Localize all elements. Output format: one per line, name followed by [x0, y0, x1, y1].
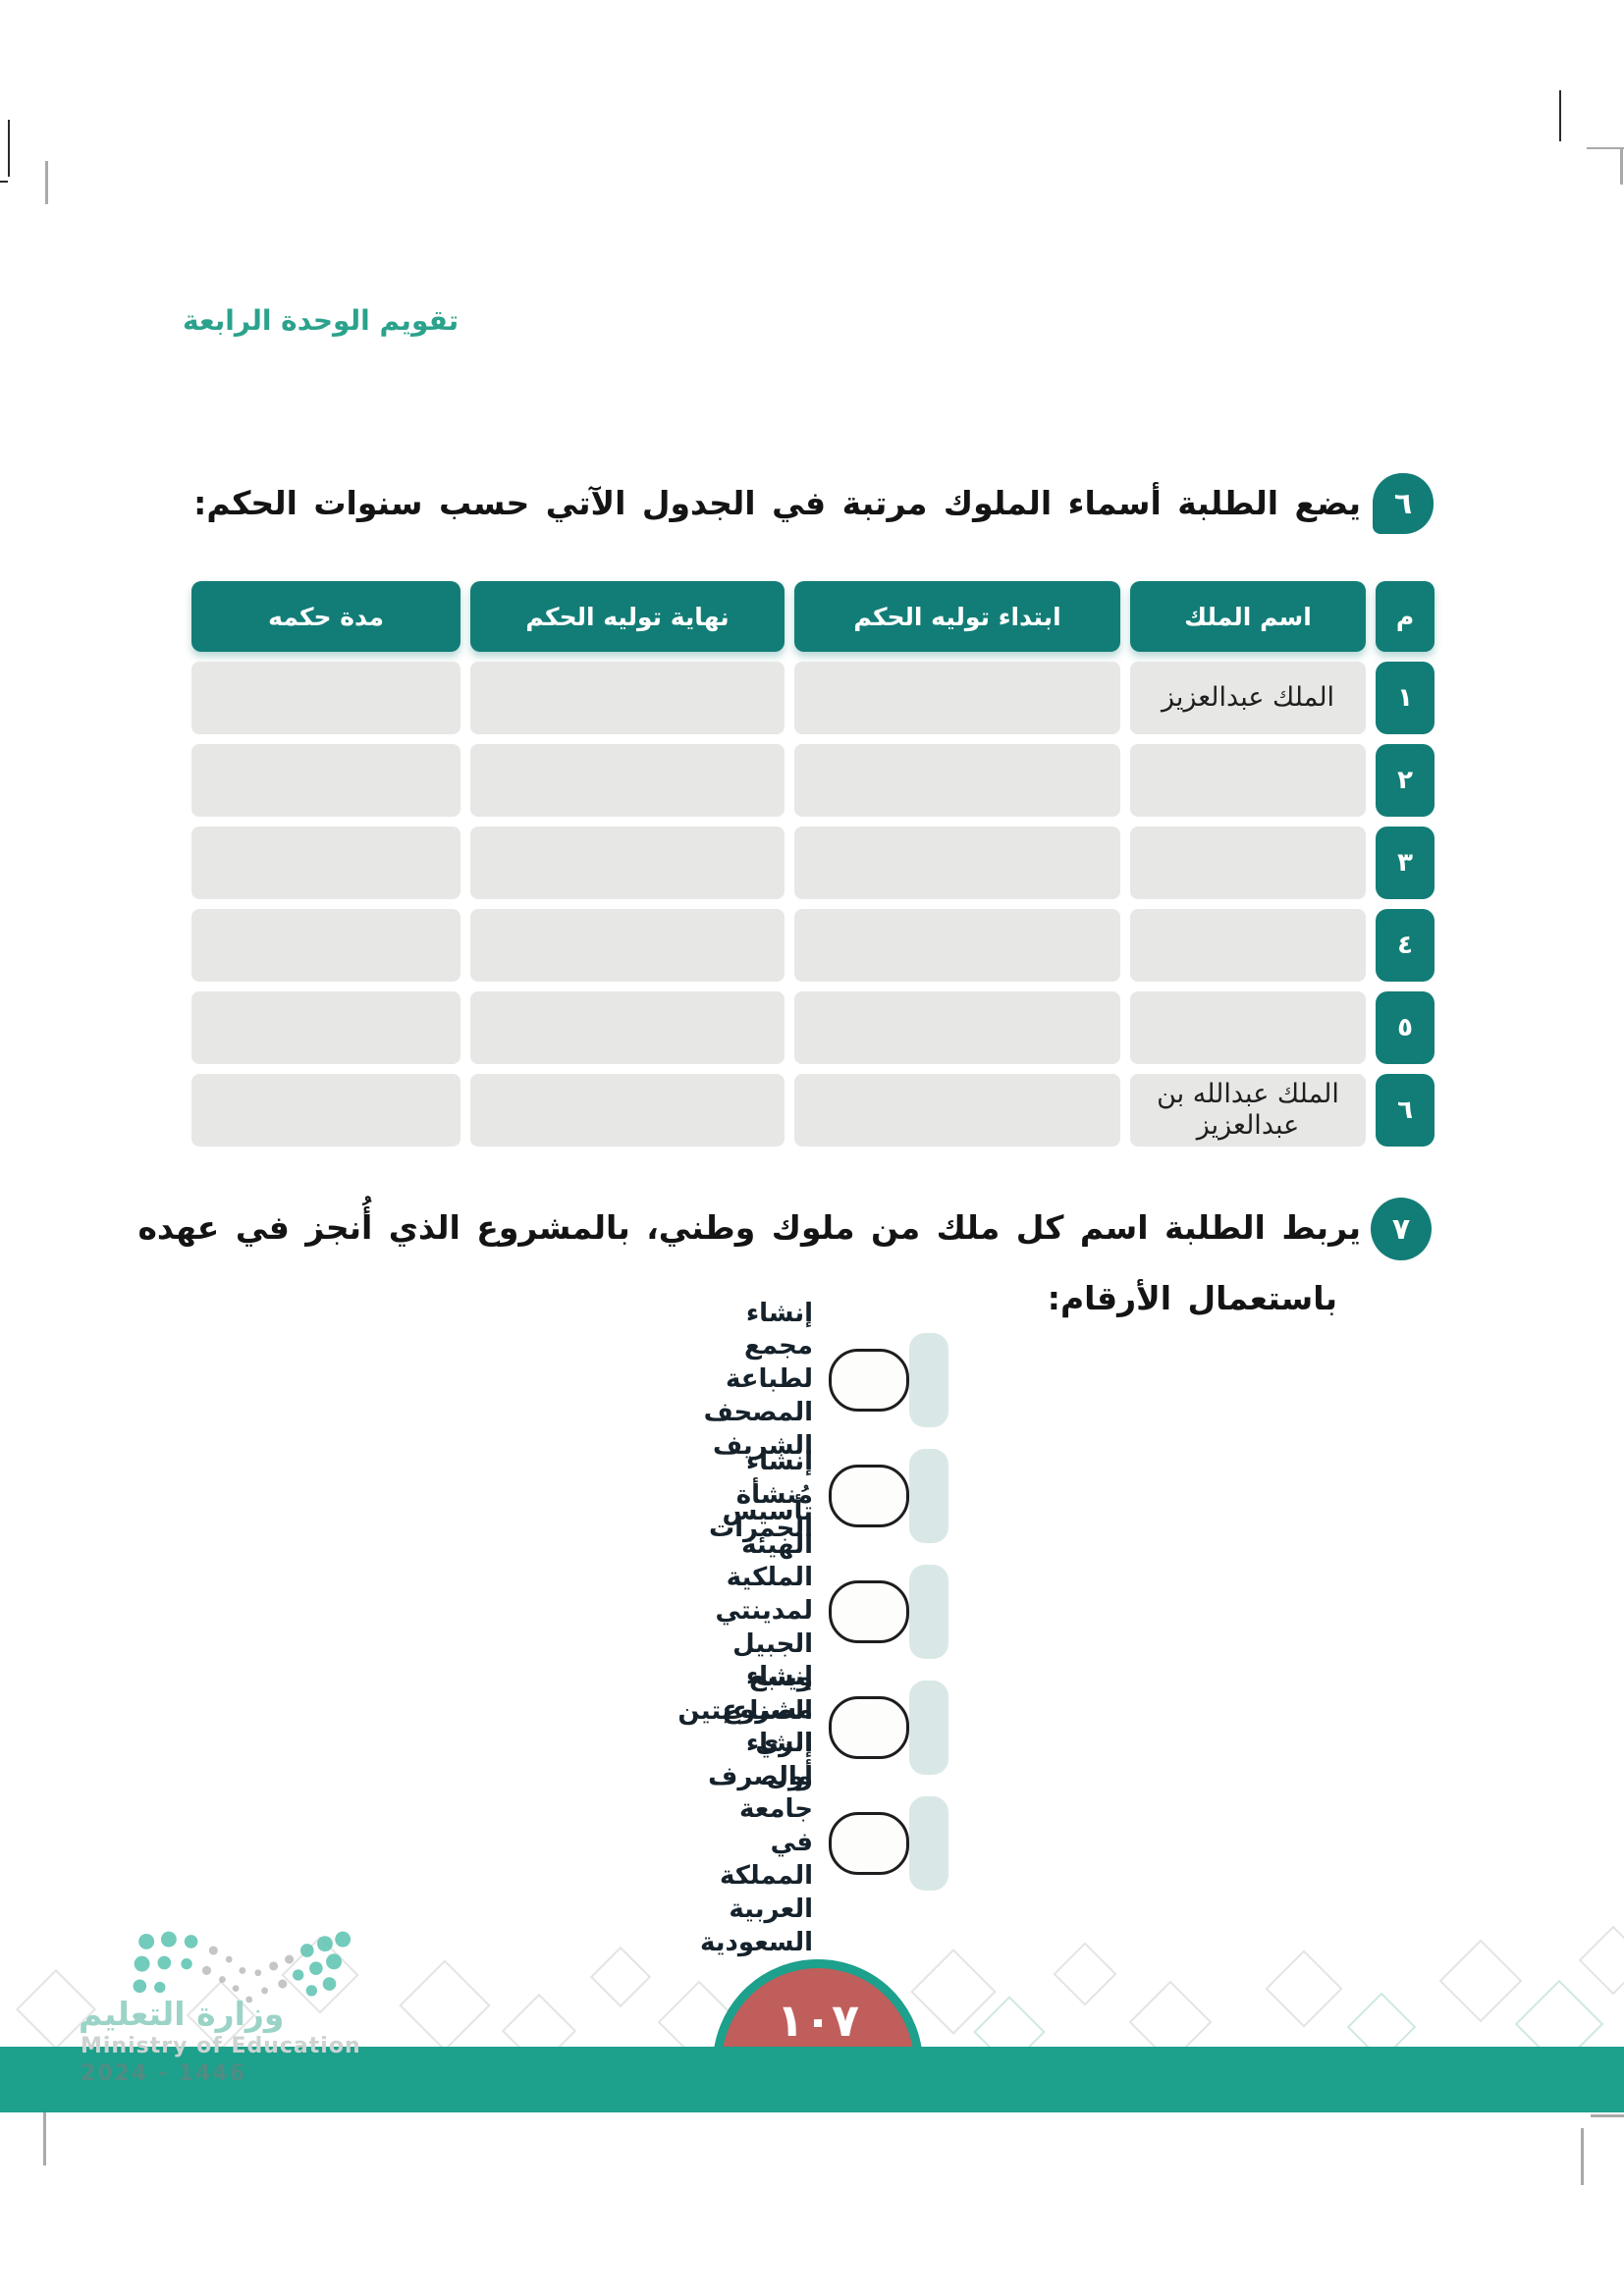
king-name-cell[interactable]: الملك عبدالله بن عبدالعزيز	[1130, 1074, 1366, 1147]
project-label: إنشاء مجمع لطباعة المصحف الشريف	[703, 1298, 813, 1461]
project-item-1: إنشاء مجمع لطباعة المصحف الشريف	[704, 1299, 948, 1461]
table-header-row: م اسم الملك ابتداء توليه الحكم نهاية تول…	[191, 581, 1435, 652]
rule-start-cell[interactable]	[794, 662, 1120, 734]
header-rule-duration: مدة حكمه	[191, 581, 460, 652]
king-name-cell[interactable]	[1130, 991, 1366, 1064]
row-number-badge: ١	[1376, 662, 1435, 734]
rule-end-cell[interactable]	[470, 1074, 785, 1147]
ministry-logo-arabic: وزارة التعليم	[79, 1995, 285, 2033]
king-name-cell[interactable]	[1130, 827, 1366, 899]
project-label: تأسيس الهيئة الملكية لمدينتي الجبيل وينب…	[677, 1496, 813, 1726]
header-rule-end: نهاية توليه الحكم	[470, 581, 785, 652]
header-rule-start: ابتداء توليه الحكم	[794, 581, 1120, 652]
diamond-decoration	[1053, 1942, 1117, 2006]
rule-duration-cell[interactable]	[191, 991, 460, 1064]
king-name-cell[interactable]	[1130, 909, 1366, 982]
rule-start-cell[interactable]	[794, 909, 1120, 982]
kings-timeline-table: م اسم الملك ابتداء توليه الحكم نهاية تول…	[191, 581, 1435, 1156]
crop-mark-top-right	[1587, 147, 1624, 149]
edition-year: 2024 - 1446	[81, 2061, 246, 2086]
project-item-4: إنشاء مشروع الري والصرف	[708, 1662, 948, 1791]
answer-oval[interactable]	[829, 1465, 909, 1527]
page-number: ١٠٧	[776, 1994, 860, 2047]
project-item-5: إنشاء أول جامعة في المملكة العربية السعو…	[700, 1729, 948, 1957]
footer-band	[0, 2047, 1624, 2112]
crop-mark-top-left	[0, 181, 8, 183]
rule-end-cell[interactable]	[470, 991, 785, 1064]
rule-end-cell[interactable]	[470, 662, 785, 734]
rule-end-cell[interactable]	[470, 744, 785, 817]
rule-start-cell[interactable]	[794, 1074, 1120, 1147]
question-7-text-line2: باستعمال الأرقام:	[1047, 1279, 1337, 1317]
ministry-logo-dots	[133, 1931, 352, 2003]
project-label: إنشاء مشروع الري والصرف	[708, 1662, 813, 1791]
row-number-badge: ٣	[1376, 827, 1435, 899]
diamond-decoration	[1438, 1939, 1523, 2023]
answer-oval[interactable]	[829, 1349, 909, 1412]
table-row: ٣	[191, 827, 1435, 899]
rule-end-cell[interactable]	[470, 909, 785, 982]
rule-start-cell[interactable]	[794, 991, 1120, 1064]
row-number-badge: ٥	[1376, 991, 1435, 1064]
unit-assessment-title: تقويم الوحدة الرابعة	[183, 304, 460, 337]
king-name-cell[interactable]: الملك عبدالعزيز	[1130, 662, 1366, 734]
crop-mark-top-left	[8, 120, 10, 177]
crop-mark-bottom-right	[1591, 2114, 1624, 2117]
diamond-decoration	[1578, 1925, 1624, 1996]
table-row: ٤	[191, 909, 1435, 982]
crop-mark-top-right	[1559, 90, 1561, 141]
diamond-decoration	[1265, 1949, 1343, 2028]
row-number-badge: ٤	[1376, 909, 1435, 982]
answer-oval[interactable]	[829, 1580, 909, 1643]
rule-duration-cell[interactable]	[191, 1074, 460, 1147]
project-label: إنشاء أول جامعة في المملكة العربية السعو…	[700, 1728, 813, 1957]
king-name-cell[interactable]	[1130, 744, 1366, 817]
page-number-circle: ١٠٧	[709, 1959, 923, 2050]
rule-duration-cell[interactable]	[191, 744, 460, 817]
question-6-text: يضع الطلبة أسماء الملوك مرتبة في الجدول …	[193, 484, 1361, 522]
crop-mark-top-right	[1620, 147, 1623, 185]
answer-oval[interactable]	[829, 1696, 909, 1759]
table-row: ٥	[191, 991, 1435, 1064]
diamond-decoration	[589, 1946, 652, 2008]
project-label: إنشاء مُنشأة الجمرات	[708, 1447, 813, 1543]
question-7-badge: ٧	[1371, 1198, 1432, 1260]
question-6-badge: ٦	[1373, 473, 1434, 534]
header-king-name: اسم الملك	[1130, 581, 1366, 652]
question-7-text-line1: يربط الطلبة اسم كل ملك من ملوك وطني، بال…	[137, 1208, 1361, 1247]
answer-oval[interactable]	[829, 1812, 909, 1875]
rule-end-cell[interactable]	[470, 827, 785, 899]
diamond-decoration	[399, 1959, 491, 2052]
crop-mark-top-left	[45, 161, 48, 204]
project-item-2: إنشاء مُنشأة الجمرات	[709, 1447, 948, 1543]
rule-duration-cell[interactable]	[191, 827, 460, 899]
header-number: م	[1376, 581, 1435, 652]
rule-duration-cell[interactable]	[191, 909, 460, 982]
rule-duration-cell[interactable]	[191, 662, 460, 734]
table-row: ٢	[191, 744, 1435, 817]
project-item-3: تأسيس الهيئة الملكية لمدينتي الجبيل وينب…	[677, 1497, 948, 1726]
row-number-badge: ٦	[1376, 1074, 1435, 1147]
table-row: ٦ الملك عبدالله بن عبدالعزيز	[191, 1074, 1435, 1147]
rule-start-cell[interactable]	[794, 744, 1120, 817]
crop-mark-bottom-left	[43, 2109, 46, 2165]
crop-mark-bottom-right	[1581, 2128, 1584, 2185]
row-number-badge: ٢	[1376, 744, 1435, 817]
rule-start-cell[interactable]	[794, 827, 1120, 899]
ministry-logo-english: Ministry of Education	[81, 2034, 361, 2058]
table-row: ١ الملك عبدالعزيز	[191, 662, 1435, 734]
